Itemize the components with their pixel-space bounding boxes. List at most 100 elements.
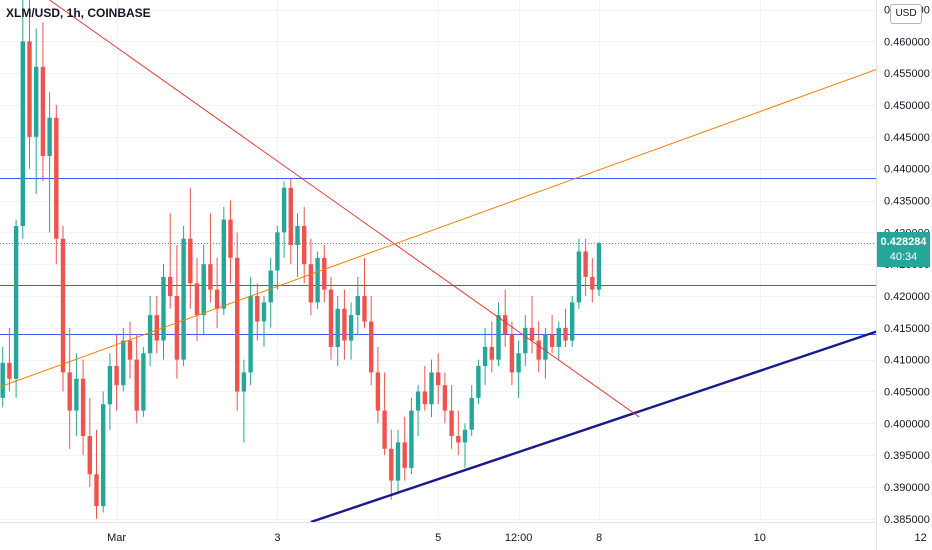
candle-down	[228, 219, 233, 258]
candle-up	[462, 429, 468, 443]
candle-up	[409, 410, 414, 468]
price-axis-tick-label: 0.455000	[884, 68, 930, 80]
candle-up	[496, 315, 501, 360]
chart-grid	[0, 0, 922, 522]
candle-down	[208, 264, 213, 290]
candle-down	[194, 283, 200, 316]
candle-up	[248, 296, 253, 373]
candle-down	[322, 257, 327, 290]
candle-down	[489, 346, 494, 360]
candle-down	[214, 289, 220, 309]
candle-down	[54, 117, 59, 239]
candle-up	[161, 276, 166, 341]
candle-up	[576, 251, 582, 303]
candle-up	[348, 315, 354, 341]
candle-up	[20, 41, 25, 226]
candle-up	[355, 296, 360, 316]
price-axis-tick-label: 0.440000	[884, 164, 930, 176]
candle-up	[147, 315, 153, 354]
candle-up	[101, 404, 106, 507]
price-axis-tick-label: 0.460000	[884, 36, 930, 48]
candle-down	[168, 276, 173, 297]
price-axis-tick-label: 0.385000	[884, 514, 930, 526]
price-axis-labels: 0.385000 0.390000 0.395000 0.400000 0.405000…	[884, 5, 930, 526]
candle-down	[342, 308, 347, 341]
bar-countdown: 40:34	[889, 251, 918, 263]
candle-down	[375, 372, 381, 411]
candle-down	[94, 474, 99, 507]
candle-up	[141, 353, 146, 411]
price-axis-tick-label: 0.435000	[884, 196, 930, 208]
candle-down	[114, 366, 119, 386]
time-axis-tick-label: 5	[435, 532, 441, 544]
candle-down	[154, 315, 159, 341]
candle-down	[369, 321, 374, 373]
price-axis-tick-label: 0.415000	[884, 323, 930, 335]
candle-down	[174, 296, 180, 360]
candle-down	[456, 436, 461, 443]
time-axis-tick-label: 10	[754, 532, 766, 544]
candle-down	[509, 334, 515, 373]
symbol-title: XLM/USD, 1h, COINBASE	[6, 6, 151, 20]
candle-up	[429, 372, 434, 405]
time-axis-panel[interactable]	[0, 522, 877, 550]
candle-down	[529, 327, 535, 341]
price-axis-tick-label: 0.420000	[884, 291, 930, 303]
candle-up	[543, 334, 548, 360]
price-axis-tick-label: 0.400000	[884, 418, 930, 430]
candle-up	[476, 366, 481, 398]
candle-up	[415, 391, 421, 411]
time-axis-tick-label: 3	[274, 532, 280, 544]
candle-down	[7, 362, 12, 379]
trendlines	[0, 0, 932, 524]
candle-down	[235, 257, 240, 392]
trendline-uptrend	[0, 48, 932, 388]
candle-down	[436, 372, 441, 386]
price-axis-tick-label: 0.410000	[884, 355, 930, 367]
candle-up	[570, 302, 575, 341]
price-axis-tick-label: 0.405000	[884, 387, 930, 399]
candle-up	[395, 442, 401, 481]
time-axis-labels: Mar 3 5 12:00 8 10 12	[107, 532, 927, 544]
candle-down	[402, 442, 407, 468]
last-price-value: 0.428284	[880, 236, 927, 248]
candle-down	[87, 436, 92, 475]
candle-down	[60, 238, 66, 373]
candle-down	[308, 264, 314, 303]
last-price-tag: 0.428284 40:34	[877, 232, 930, 267]
candle-up	[201, 264, 206, 316]
candle-up	[74, 378, 79, 411]
candle-down	[134, 359, 139, 411]
candle-up	[516, 353, 521, 373]
price-axis-tick-label: 0.395000	[884, 450, 930, 462]
candle-down	[549, 334, 555, 347]
candle-up	[281, 187, 287, 233]
candle-up	[335, 308, 340, 347]
candle-down	[389, 448, 394, 481]
candle-up	[275, 232, 280, 271]
candle-down	[67, 372, 72, 411]
trendline-downtrend	[49, 0, 640, 418]
horizontal-levels	[0, 178, 877, 335]
candle-up	[221, 219, 226, 309]
candle-up	[295, 225, 300, 246]
time-axis-tick-label: 12:00	[505, 532, 533, 544]
candle-down	[536, 340, 541, 360]
candle-down	[288, 187, 293, 246]
candle-down	[188, 238, 193, 284]
candle-down	[583, 251, 588, 277]
candle-down	[590, 276, 595, 290]
trendline-support	[310, 311, 932, 524]
candle-down	[503, 315, 508, 335]
candle-down	[442, 385, 448, 411]
candle-up	[13, 225, 19, 379]
candle-up	[107, 366, 113, 405]
time-axis-tick-label: 12	[914, 532, 926, 544]
candle-up	[268, 270, 273, 303]
candle-down	[27, 41, 32, 137]
time-axis-tick-label: 8	[596, 532, 602, 544]
candle-up	[181, 238, 186, 360]
currency-button[interactable]: USD	[890, 4, 922, 24]
price-axis-tick-label: 0.445000	[884, 132, 930, 144]
